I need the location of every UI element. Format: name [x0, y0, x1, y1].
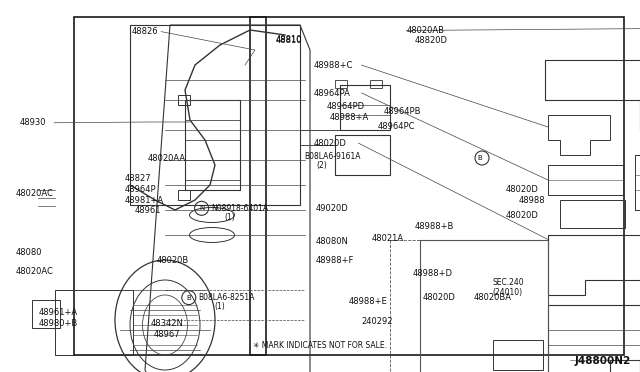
Text: 48020D: 48020D: [422, 293, 455, 302]
Text: 240292: 240292: [362, 317, 393, 326]
Bar: [548, 165, 623, 195]
Text: 48967: 48967: [154, 330, 180, 339]
Text: 48810: 48810: [275, 35, 301, 44]
Bar: [74, 17, 266, 355]
Text: 48827: 48827: [125, 174, 152, 183]
Bar: [185, 100, 240, 190]
Bar: [560, 200, 625, 228]
Text: 48988+E: 48988+E: [349, 297, 388, 306]
Text: 48988: 48988: [518, 196, 545, 205]
Text: 48020AB: 48020AB: [406, 26, 444, 35]
Text: J48800N2: J48800N2: [574, 356, 630, 366]
Text: ✳ MARK INDICATES NOT FOR SALE.: ✳ MARK INDICATES NOT FOR SALE.: [253, 341, 387, 350]
Text: 48020AC: 48020AC: [16, 189, 54, 198]
Bar: [178, 95, 190, 105]
Text: SEC.240: SEC.240: [493, 278, 524, 287]
Text: 48988+D: 48988+D: [413, 269, 453, 278]
Bar: [335, 135, 390, 175]
Bar: [493, 340, 543, 370]
Text: 48964PC: 48964PC: [378, 122, 415, 131]
Text: 48980+B: 48980+B: [38, 319, 77, 328]
Text: 49020D: 49020D: [316, 204, 348, 213]
Bar: [340, 85, 390, 130]
Text: 48020D: 48020D: [314, 139, 346, 148]
Text: 48964PA: 48964PA: [314, 89, 351, 97]
Bar: [370, 80, 382, 88]
Text: 48988+F: 48988+F: [316, 256, 354, 265]
Bar: [420, 240, 548, 372]
Bar: [130, 25, 300, 205]
Bar: [635, 155, 640, 210]
Text: B08LA6-8251A: B08LA6-8251A: [198, 293, 255, 302]
Text: 48964P: 48964P: [125, 185, 156, 194]
Bar: [55, 290, 133, 355]
Text: 48021A: 48021A: [371, 234, 403, 243]
Text: 48810: 48810: [275, 36, 301, 45]
Text: 48020AC: 48020AC: [16, 267, 54, 276]
Text: (1): (1): [224, 213, 235, 222]
Text: 48820D: 48820D: [415, 36, 448, 45]
Text: 48988+A: 48988+A: [330, 113, 369, 122]
Text: 48020BA: 48020BA: [474, 293, 511, 302]
Bar: [250, 17, 624, 355]
Text: (24010): (24010): [493, 288, 523, 296]
Bar: [178, 190, 190, 200]
Text: 48961: 48961: [134, 206, 161, 215]
Text: 48964PB: 48964PB: [384, 107, 422, 116]
Text: B08LA6-9161A: B08LA6-9161A: [304, 152, 360, 161]
Text: N08918-6401A: N08918-6401A: [211, 204, 268, 213]
Text: 48988+C: 48988+C: [314, 61, 353, 70]
Text: (1): (1): [214, 302, 225, 311]
Text: 48964PD: 48964PD: [326, 102, 365, 110]
Text: 48826: 48826: [131, 27, 158, 36]
Bar: [32, 300, 60, 328]
Bar: [335, 80, 347, 88]
Text: 48080: 48080: [16, 248, 42, 257]
Text: 48080N: 48080N: [316, 237, 348, 246]
Text: 48930: 48930: [19, 118, 45, 127]
Text: B: B: [186, 295, 191, 301]
Text: 48020B: 48020B: [157, 256, 189, 265]
Text: 48988+B: 48988+B: [415, 222, 454, 231]
Text: 48020AA: 48020AA: [147, 154, 186, 163]
Text: (2): (2): [317, 161, 328, 170]
Text: B: B: [477, 155, 483, 161]
Text: N: N: [199, 205, 204, 211]
Text: 48342N: 48342N: [150, 319, 183, 328]
Text: 48020D: 48020D: [506, 211, 538, 220]
Text: 48020D: 48020D: [506, 185, 538, 194]
Text: 48961+A: 48961+A: [38, 308, 77, 317]
Text: 48981+A: 48981+A: [125, 196, 164, 205]
